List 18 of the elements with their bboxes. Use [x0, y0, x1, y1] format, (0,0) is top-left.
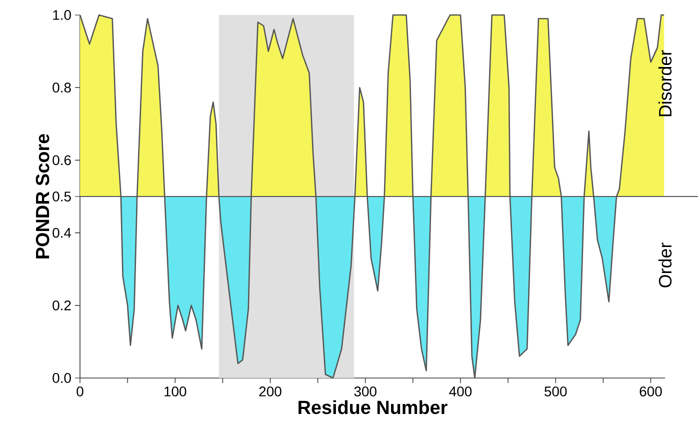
y-tick-label: 0.5 [52, 192, 71, 202]
y-tick-label: 0.8 [52, 82, 71, 93]
y-tick-label: 0.2 [52, 300, 71, 310]
x-tick-label: 300 [354, 386, 376, 396]
x-tick-label: 200 [259, 386, 282, 396]
x-tick-label: 0 [76, 386, 84, 396]
annotation: Disorder [658, 50, 672, 116]
x-tick-label: 500 [544, 386, 567, 396]
x-tick-label: 600 [640, 386, 662, 396]
y-tick-label: 0.6 [52, 155, 71, 166]
y-axis-title: PONDR Score [36, 134, 50, 258]
annotation: Order [658, 242, 672, 288]
y-tick-label: 0.4 [52, 228, 72, 238]
y-tick-label: 1.0 [53, 10, 71, 20]
x-tick-label: 400 [449, 386, 472, 396]
x-tick-label: 100 [164, 386, 186, 396]
y-tick-label: 0.0 [52, 373, 71, 383]
x-axis-title: Residue Number [298, 400, 448, 414]
